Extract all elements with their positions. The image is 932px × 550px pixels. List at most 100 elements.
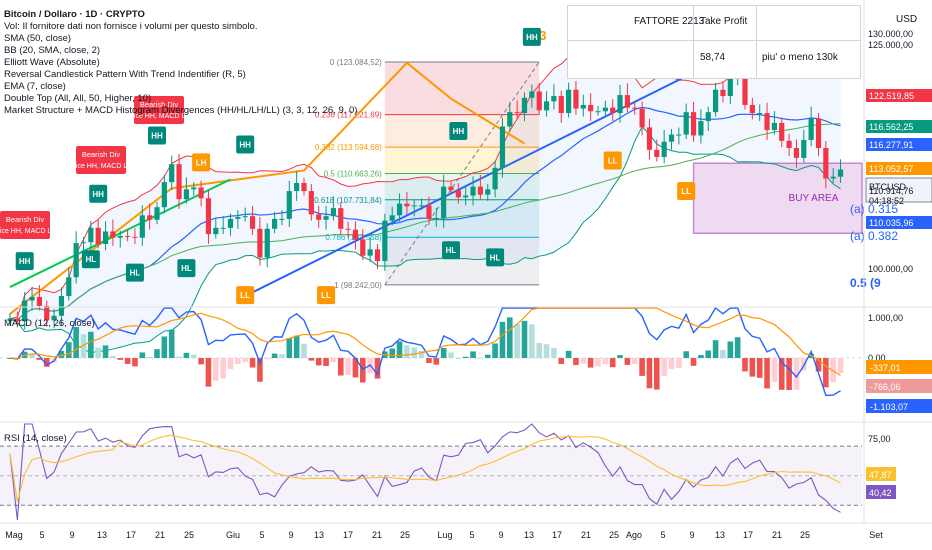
price-tag-bg-0 [866,89,932,102]
candle [499,126,506,168]
candle [411,205,417,207]
indicator-elliott[interactable]: Elliott Wave (Absolute) [4,57,100,68]
indicator-sma[interactable]: SMA (50, close) [4,33,72,44]
macd-histogram-bar [521,320,528,358]
macd-histogram-bar [110,355,116,358]
indicator-ema[interactable]: EMA (7, close) [4,81,66,92]
macd-histogram-bar [301,343,307,358]
candle [419,205,425,207]
bb-fill [10,53,841,353]
macd-histogram-bar [507,317,513,358]
macd-histogram-bar [823,358,829,388]
candle [742,60,748,105]
symbol-title[interactable]: Bitcoin / Dollaro · 1D · CRYPTO [4,9,145,20]
fib-label-0: 0 (123.084,52) [330,58,382,67]
macd-histogram-bar [536,343,542,358]
candle [242,216,248,218]
marker-hh-2-box [89,184,108,203]
table-value: 58,74 [700,52,726,63]
price-tag-3: 113.052,57 [869,164,913,174]
macd-histogram-bar [712,340,719,358]
marker-lh-1-box [192,153,211,172]
time-label-27: 25 [800,530,810,540]
time-label-26: 21 [772,530,782,540]
candle [602,107,608,112]
marker-hh-1-text: HH [19,257,31,266]
macd-histogram-bar [631,358,638,365]
candle [536,91,542,111]
rsi-title[interactable]: RSI (14, close) [4,433,67,444]
macd-histogram-bar [433,358,440,365]
macd-histogram-bar [227,358,234,370]
macd-histogram-bar [396,341,403,358]
macd-title[interactable]: MACD (12, 26, close) [4,318,95,329]
candle [404,203,410,207]
candle [330,208,336,217]
macd-histogram-bar [271,353,278,358]
macd-histogram-bar [749,358,756,377]
candle [624,95,630,108]
time-label-13: 25 [400,530,410,540]
candle [102,231,109,244]
time-label-12: 21 [372,530,382,540]
macd-histogram-bar [404,345,410,358]
buy-area-label: BUY AREA [789,193,839,204]
macd-histogram-bar [102,345,109,358]
macd-histogram-bar [558,358,565,365]
time-label-4: 17 [126,530,136,540]
candle [286,191,292,219]
bb-lower [9,126,841,354]
marker-hl-2-box [125,263,144,282]
candle [771,122,777,131]
marker-hl-3-box [177,259,196,278]
candle [73,243,79,278]
macd-histogram-bar [830,358,836,383]
trend-lines[interactable]: 3 (a) 0.315 (a) 0.382 0.5 (9 [9,28,898,315]
time-label-19: 21 [581,530,591,540]
table-target: piu' o meno 130k [762,52,838,63]
macd-histogram-bar [639,358,645,376]
fib-trend-line [384,61,540,286]
price-tag-bg-2 [866,138,932,151]
time-label-1: 5 [39,530,44,540]
price-tag-5: 110.914,76 [869,186,913,196]
macd-histogram-bar [654,358,660,390]
macd-histogram-bar [499,321,506,358]
macd-histogram-bar [720,349,726,358]
candle [573,89,579,109]
macd-histogram-bar [124,358,131,364]
candle [389,215,395,221]
candle [588,104,594,112]
marker-hl-5-box [486,248,505,267]
candle [198,187,204,199]
macd-histogram-bar [477,357,484,359]
macd-histogram-bar [66,342,72,358]
candle [477,186,483,195]
time-label-16: 9 [498,530,503,540]
candle [7,318,13,322]
buy-area-rect [692,162,863,234]
marker-hh-6-text: HH [526,33,538,42]
macd-histogram-bar [756,358,763,378]
candle [367,249,373,256]
macd-histogram-bar [514,324,520,358]
candle [169,164,175,183]
indicator-market-structure[interactable]: Market Structure + MACD Histogram Diverg… [4,105,358,116]
marker-ll-2-box [317,286,336,305]
candle [632,107,638,109]
indicator-double-top[interactable]: Double Top (All, All, 50, Higher, 10) [4,93,152,104]
price-tick-top: 130.000,00 [868,29,913,39]
currency-label[interactable]: USD [896,14,918,25]
macd-histogram-bar [587,358,594,368]
macd-histogram-bar [580,358,587,364]
buy-area-zone[interactable]: BUY AREA [692,162,863,234]
indicator-bb[interactable]: BB (20, SMA, close, 2) [4,45,101,56]
candle [29,296,35,301]
macd-histogram-bar [345,358,351,375]
fib-label-1: 1 (98.242,00) [334,281,382,290]
candle [470,186,476,196]
marker-lh-1-text: LH [196,158,207,167]
indicator-reversal[interactable]: Reversal Candlestick Pattern With Trend … [4,69,246,80]
candle [654,149,660,157]
